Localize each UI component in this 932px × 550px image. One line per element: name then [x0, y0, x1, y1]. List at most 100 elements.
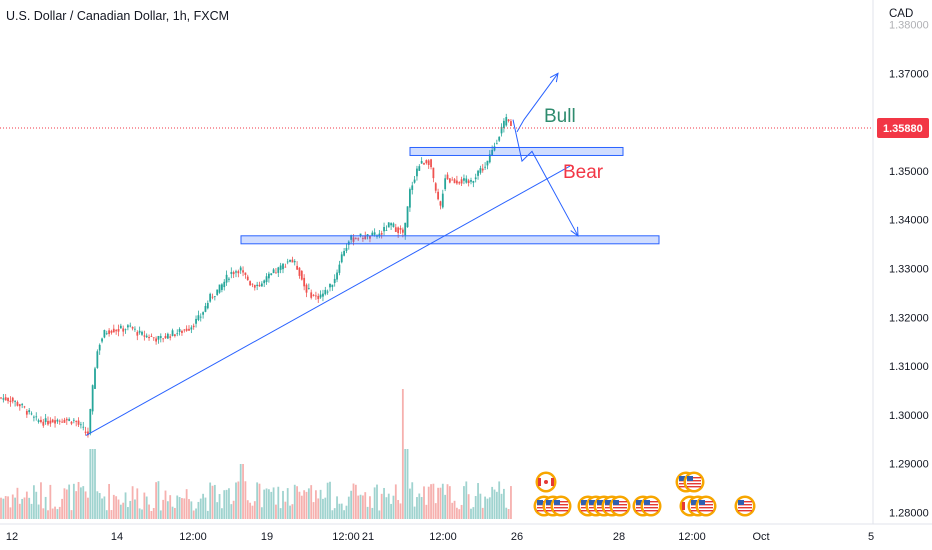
volume-bar	[129, 500, 132, 519]
us-event-icon[interactable]	[609, 495, 631, 517]
volume-bar	[298, 491, 301, 519]
support-resistance-zone[interactable]	[409, 146, 624, 156]
candle	[108, 328, 110, 337]
volume-bar	[122, 502, 125, 519]
us-event-icon[interactable]	[550, 495, 572, 517]
candle	[37, 418, 40, 424]
candle	[228, 277, 230, 283]
candle	[249, 280, 251, 286]
volume-bar	[68, 484, 71, 519]
support-resistance-zone[interactable]	[240, 235, 660, 245]
volume-bar	[223, 490, 226, 519]
bear-arrow-path[interactable]	[512, 119, 579, 237]
volume-bar	[498, 481, 501, 519]
volume-bar	[336, 496, 338, 519]
candle	[33, 415, 35, 422]
volume-bar	[4, 496, 7, 519]
volume-bar	[453, 500, 456, 519]
candle	[152, 337, 155, 341]
candlesticks	[0, 113, 512, 438]
candle	[105, 330, 108, 336]
volume-bar	[411, 482, 414, 519]
candle	[124, 328, 127, 334]
candle	[282, 263, 284, 274]
volume-bar	[98, 493, 101, 519]
volume-bar	[235, 482, 237, 519]
volume-bar	[343, 510, 345, 519]
candle	[251, 283, 254, 288]
x-tick-label: 28	[613, 531, 625, 543]
volume-bar	[202, 493, 204, 519]
us-event-icon[interactable]	[683, 471, 705, 493]
candle	[246, 274, 249, 281]
volume-bar	[213, 484, 216, 519]
candle	[486, 160, 489, 170]
candle	[338, 260, 341, 276]
volume-bar	[35, 491, 38, 519]
candle	[270, 273, 273, 276]
x-tick-label: Oct	[752, 531, 769, 543]
volume-bar	[96, 491, 99, 519]
volume-bar	[354, 484, 357, 519]
volume-bar	[315, 490, 317, 519]
volume-bar	[124, 492, 127, 519]
candle	[253, 284, 256, 291]
candle	[244, 272, 247, 279]
volume-bar	[216, 502, 219, 519]
volume-bar	[268, 489, 270, 519]
candle	[305, 283, 308, 298]
candle	[430, 158, 432, 170]
volume-bar	[371, 507, 374, 519]
x-axis[interactable]: 12 14 12:00 19 12:00 21 12:00 26 28 12:00 Oct 5	[0, 523, 932, 543]
candle	[385, 225, 388, 231]
candle	[333, 274, 336, 287]
bear-arrowhead	[570, 226, 579, 237]
candle	[98, 343, 101, 355]
volume-bar	[338, 503, 341, 519]
volume-bar	[162, 499, 165, 519]
economic-events[interactable]	[533, 471, 756, 517]
candle	[312, 294, 315, 297]
candle	[178, 327, 181, 336]
volume-bar	[340, 503, 343, 519]
candle	[169, 333, 172, 341]
volume-bar	[143, 492, 146, 519]
us-event-icon[interactable]	[640, 495, 662, 517]
volume-bar	[460, 504, 463, 519]
volume-bar	[256, 482, 259, 519]
volume-bar	[418, 493, 421, 519]
volume-bar	[221, 508, 223, 519]
candle	[122, 325, 125, 337]
y-tick-label: 1.29000	[889, 459, 929, 471]
volume-bar	[331, 510, 334, 519]
candle	[204, 302, 207, 313]
candle	[218, 284, 221, 294]
candle	[439, 200, 442, 210]
candle	[213, 296, 216, 301]
volume-bar	[211, 485, 214, 519]
volume-bar	[82, 486, 85, 519]
volume-bar	[138, 508, 141, 519]
volume-bar	[479, 493, 482, 519]
candle	[101, 337, 103, 344]
us-event-icon[interactable]	[734, 495, 756, 517]
candle	[150, 333, 153, 337]
volume-bar	[322, 498, 324, 519]
trendline[interactable]	[85, 165, 571, 436]
candle	[411, 181, 414, 195]
volume-bar	[155, 482, 157, 519]
volume-bar	[493, 489, 496, 519]
candle	[143, 330, 146, 341]
y-tick-label: 1.31000	[889, 361, 929, 373]
candle	[119, 323, 122, 329]
volume-bar	[183, 498, 186, 519]
us-event-icon[interactable]	[695, 495, 717, 517]
canada-event-icon[interactable]	[535, 471, 557, 493]
y-axis[interactable]: 1.380001.370001.360001.350001.340001.330…	[872, 0, 929, 524]
volume-bar	[166, 501, 169, 519]
candle	[145, 333, 148, 338]
candle	[298, 267, 301, 279]
volume-bar	[171, 506, 174, 519]
candle	[263, 279, 266, 288]
